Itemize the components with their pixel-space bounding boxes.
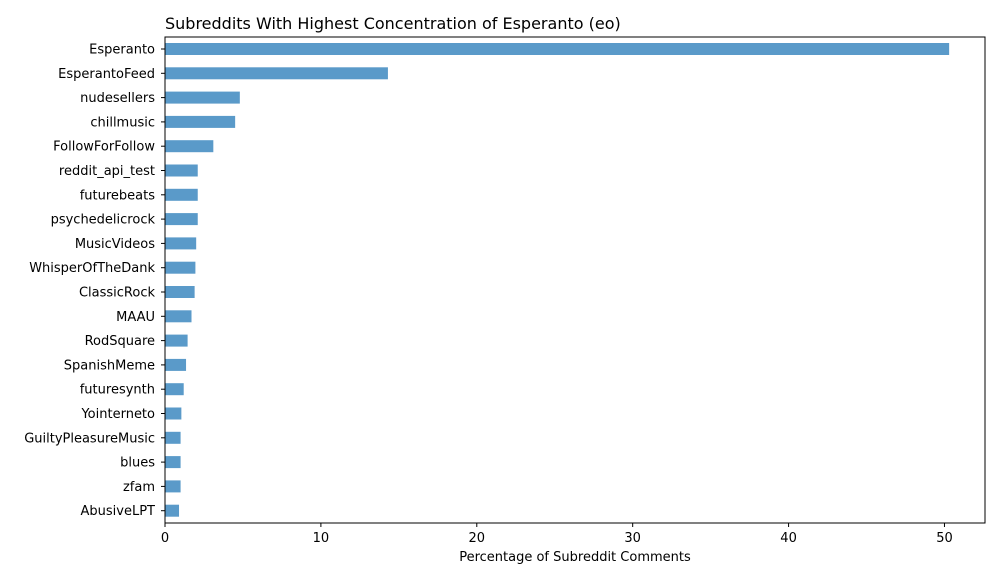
bar-blues <box>165 456 181 469</box>
y-tick-labels: Esperanto EsperantoFeed nudesellers chillmu… <box>24 43 165 519</box>
bar-AbusiveLPT <box>165 504 180 517</box>
y-tick-label: futurebeats <box>80 188 156 203</box>
bar-psychedelicrock <box>165 213 198 226</box>
y-tick-label: GuiltyPleasureMusic <box>24 431 155 446</box>
plot-frame <box>164 36 986 524</box>
y-tick-label: SpanishMeme <box>64 358 155 373</box>
x-tick-label: 10 <box>313 531 330 546</box>
y-tick-label: reddit_api_test <box>59 164 155 179</box>
bar-chillmusic <box>165 115 236 128</box>
bar-MAAU <box>165 310 192 323</box>
x-tick-label: 30 <box>624 531 641 546</box>
y-tick-label: blues <box>120 456 155 471</box>
y-tick-label: zfam <box>123 480 155 495</box>
chart-title: Subreddits With Highest Concentration of… <box>165 14 621 33</box>
y-tick-label: MAAU <box>116 310 155 325</box>
y-tick-label: nudesellers <box>80 91 155 106</box>
bar-EsperantoFeed <box>165 67 388 80</box>
bar-zfam <box>165 480 181 493</box>
bar-SpanishMeme <box>165 358 187 371</box>
bar-WhisperOfTheDank <box>165 261 196 274</box>
y-tick-label: WhisperOfTheDank <box>29 261 155 276</box>
bars-group <box>165 43 950 517</box>
x-tick-label: 20 <box>469 531 486 546</box>
bar-reddit_api_test <box>165 164 198 177</box>
bar-Esperanto <box>165 43 950 55</box>
y-tick-label: futuresynth <box>80 383 155 398</box>
y-tick-label: AbusiveLPT <box>81 504 156 519</box>
bar-Yointerneto <box>165 407 182 420</box>
x-axis-label: Percentage of Subreddit Comments <box>459 550 691 565</box>
x-tick-label: 50 <box>936 531 953 546</box>
bar-futuresynth <box>165 383 184 396</box>
bar-ClassicRock <box>165 286 195 298</box>
y-tick-label: FollowForFollow <box>53 140 155 155</box>
y-tick-label: EsperantoFeed <box>58 67 155 82</box>
bar-futurebeats <box>165 188 198 201</box>
x-ticks: 0 10 20 30 40 50 <box>161 523 953 546</box>
y-tick-label: chillmusic <box>90 115 155 130</box>
y-tick-label: MusicVideos <box>75 237 155 252</box>
y-tick-label: RodSquare <box>85 334 155 349</box>
y-tick-label: psychedelicrock <box>51 213 156 228</box>
bar-GuiltyPleasureMusic <box>165 431 181 444</box>
y-tick-label: Esperanto <box>89 43 155 58</box>
y-tick-label: ClassicRock <box>79 286 156 301</box>
y-tick-label: Yointerneto <box>80 407 155 422</box>
x-tick-label: 0 <box>161 531 169 546</box>
bar-FollowForFollow <box>165 140 214 153</box>
bar-RodSquare <box>165 334 188 347</box>
bar-MusicVideos <box>165 237 197 250</box>
bar-nudesellers <box>165 91 240 104</box>
x-tick-label: 40 <box>780 531 797 546</box>
